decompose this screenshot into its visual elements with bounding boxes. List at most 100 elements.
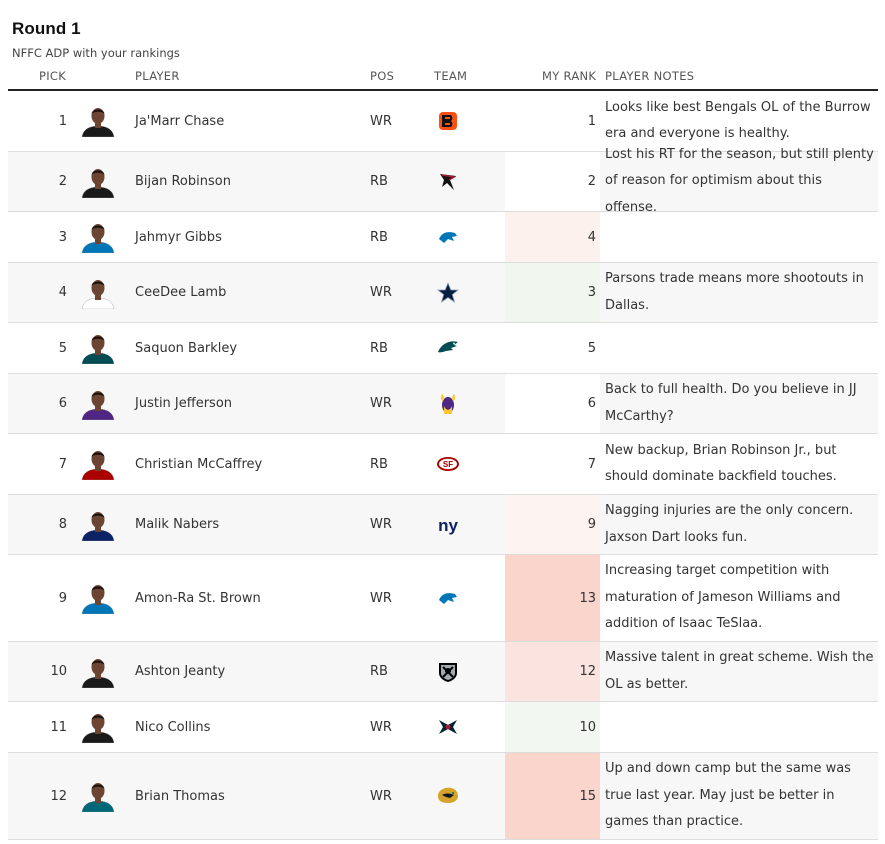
falcons-logo-icon	[428, 152, 468, 211]
table-row: 8 Malik Nabers WR ny 9 Nagging injuries are t…	[8, 495, 878, 555]
player-name: Nico Collins	[135, 719, 211, 735]
player-notes: Looks like best Bengals OL of the Burrow…	[605, 99, 871, 142]
player-position: WR	[370, 788, 392, 804]
my-rank: 7	[505, 434, 600, 494]
player-notes	[605, 323, 875, 373]
player-notes: Back to full health. Do you believe in J…	[605, 382, 857, 424]
player-headshot	[78, 495, 118, 554]
table-row: 6 Justin Jefferson WR 6 Back to full health.…	[8, 374, 878, 434]
pick-number: 9	[58, 590, 67, 606]
table-row: 7 Christian McCaffrey RB SF 7 New backup, Bri…	[8, 434, 878, 495]
my-rank: 12	[505, 642, 600, 701]
player-name: Saquon Barkley	[135, 340, 238, 356]
my-rank: 2	[505, 152, 600, 211]
pick-number: 7	[58, 456, 67, 472]
my-rank: 15	[505, 753, 600, 839]
table-row: 9 Amon-Ra St. Brown WR 13 Increasing target …	[8, 555, 878, 642]
table-row: 2 Bijan Robinson RB 2 Lost his RT for the se…	[8, 146, 878, 215]
svg-text:SF: SF	[443, 460, 453, 469]
table-row: 12 Brian Thomas WR 15 Up and down camp but t…	[8, 753, 878, 840]
player-name: Amon-Ra St. Brown	[135, 590, 261, 606]
player-name: Bijan Robinson	[135, 174, 231, 189]
bengals-logo-icon	[428, 91, 468, 151]
table-row: 3 Jahmyr Gibbs RB 4	[8, 212, 878, 263]
player-name: Christian McCaffrey	[135, 456, 263, 472]
player-headshot	[78, 212, 118, 262]
player-position: WR	[370, 590, 392, 606]
page-title: Round 1	[12, 19, 81, 38]
my-rank: 6	[505, 374, 600, 433]
player-headshot	[78, 374, 118, 433]
player-headshot	[78, 91, 118, 151]
column-header-team: TEAM	[434, 69, 468, 83]
player-notes: Increasing target competition with matur…	[605, 563, 841, 632]
lions-logo-icon	[428, 212, 468, 262]
player-name: Ashton Jeanty	[135, 664, 226, 679]
jaguars-logo-icon	[428, 753, 468, 839]
column-header-my-rank: MY RANK	[542, 69, 597, 83]
player-name: Malik Nabers	[135, 517, 220, 532]
player-name: Ja'Marr Chase	[135, 113, 225, 129]
player-notes	[605, 702, 875, 752]
player-position: RB	[370, 456, 388, 472]
player-position: WR	[370, 113, 392, 129]
pick-number: 8	[58, 517, 67, 532]
page-subtitle: NFFC ADP with your rankings	[12, 46, 180, 60]
player-position: RB	[370, 229, 388, 245]
header-divider	[8, 89, 878, 91]
pick-number: 1	[58, 113, 67, 129]
pick-number: 10	[50, 664, 67, 679]
player-position: RB	[370, 340, 388, 356]
player-position: WR	[370, 285, 392, 300]
pick-number: 12	[50, 788, 67, 804]
my-rank: 10	[505, 702, 600, 752]
column-header-pos: POS	[370, 69, 395, 83]
player-position: RB	[370, 174, 388, 189]
table-row: 4 CeeDee Lamb WR 3 Parsons trade means more …	[8, 263, 878, 323]
giants-logo-icon: ny	[428, 495, 468, 554]
player-name: Jahmyr Gibbs	[135, 229, 222, 245]
texans-logo-icon	[428, 702, 468, 752]
player-name: Justin Jefferson	[135, 396, 233, 411]
player-headshot	[78, 152, 118, 211]
my-rank: 3	[505, 263, 600, 322]
player-notes: Parsons trade means more shootouts in Da…	[605, 271, 864, 313]
pick-number: 4	[58, 285, 67, 300]
player-notes: Massive talent in great scheme. Wish the…	[605, 650, 874, 692]
my-rank: 13	[505, 555, 600, 641]
my-rank: 5	[505, 323, 600, 373]
lions-logo-icon	[428, 555, 468, 641]
pick-number: 5	[58, 340, 67, 356]
player-headshot	[78, 323, 118, 373]
player-notes: Lost his RT for the season, but still pl…	[605, 146, 874, 215]
vikings-logo-icon	[428, 374, 468, 433]
player-headshot	[78, 642, 118, 701]
pick-number: 3	[58, 229, 67, 245]
player-position: WR	[370, 396, 392, 411]
table-row: 1 Ja'Marr Chase WR 1 Looks like best Bengals…	[8, 91, 878, 152]
player-position: WR	[370, 719, 392, 735]
table-row: 10 Ashton Jeanty RB 12 Massive talent in gre…	[8, 642, 878, 702]
my-rank: 1	[505, 91, 600, 151]
table-row: 11 Nico Collins WR 10	[8, 702, 878, 753]
player-name: Brian Thomas	[135, 788, 225, 804]
cowboys-logo-icon	[428, 263, 468, 322]
pick-number: 11	[50, 719, 67, 735]
column-header-player-notes: PLAYER NOTES	[605, 69, 695, 83]
player-headshot	[78, 263, 118, 322]
player-notes: Nagging injuries are the only concern. J…	[605, 503, 854, 545]
svg-text:ny: ny	[438, 516, 458, 535]
player-name: CeeDee Lamb	[135, 285, 227, 300]
eagles-logo-icon	[428, 323, 468, 373]
player-position: RB	[370, 664, 388, 679]
pick-number: 2	[58, 174, 67, 189]
player-headshot	[78, 434, 118, 494]
my-rank: 9	[505, 495, 600, 554]
player-headshot	[78, 702, 118, 752]
rankings-table: 1 Ja'Marr Chase WR 1 Looks like best Bengals…	[8, 91, 878, 840]
player-notes	[605, 212, 875, 262]
player-headshot	[78, 555, 118, 641]
player-notes: New backup, Brian Robinson Jr., but shou…	[605, 442, 837, 485]
player-notes: Up and down camp but the same was true l…	[605, 761, 851, 830]
